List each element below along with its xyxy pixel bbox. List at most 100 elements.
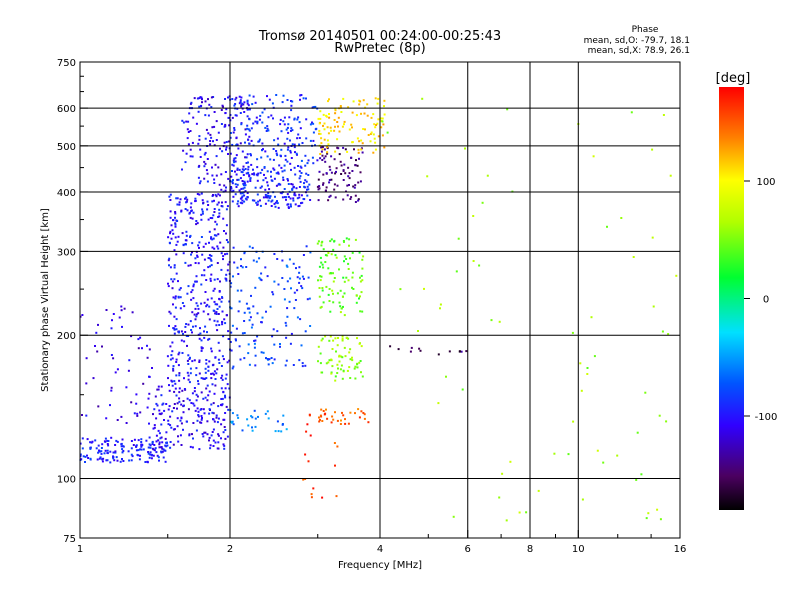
data-point bbox=[209, 258, 212, 261]
data-point bbox=[197, 110, 200, 113]
data-point bbox=[135, 445, 138, 448]
data-point bbox=[358, 103, 361, 106]
x-tick-label: 8 bbox=[527, 544, 533, 555]
data-point bbox=[334, 379, 337, 382]
data-point bbox=[137, 449, 140, 452]
data-point bbox=[272, 328, 275, 331]
data-point bbox=[121, 448, 124, 451]
data-point bbox=[196, 254, 199, 257]
data-point bbox=[328, 116, 331, 119]
data-point bbox=[353, 148, 355, 151]
data-point bbox=[172, 327, 175, 330]
data-point bbox=[211, 246, 214, 249]
data-point bbox=[214, 163, 217, 166]
data-point bbox=[361, 375, 364, 378]
data-point bbox=[218, 183, 221, 186]
data-point bbox=[278, 164, 281, 167]
data-point bbox=[347, 106, 350, 109]
data-point bbox=[307, 174, 310, 176]
data-point bbox=[175, 361, 178, 363]
data-point bbox=[112, 313, 115, 315]
data-point bbox=[279, 345, 281, 348]
data-point bbox=[307, 460, 310, 463]
data-point bbox=[267, 363, 270, 366]
data-point bbox=[207, 257, 210, 259]
data-point bbox=[220, 423, 223, 426]
data-point bbox=[199, 408, 202, 411]
data-point bbox=[659, 518, 662, 521]
data-point bbox=[246, 115, 249, 118]
data-point bbox=[172, 407, 175, 409]
data-point bbox=[194, 409, 197, 412]
data-point bbox=[326, 146, 329, 149]
data-point bbox=[171, 410, 174, 413]
data-point bbox=[356, 164, 359, 167]
data-point bbox=[285, 324, 288, 327]
data-point bbox=[217, 233, 220, 236]
data-point bbox=[318, 170, 321, 173]
data-point bbox=[289, 149, 292, 152]
data-point bbox=[283, 116, 286, 119]
data-point bbox=[331, 348, 334, 350]
data-point bbox=[217, 358, 220, 361]
data-point bbox=[237, 205, 240, 208]
data-point bbox=[225, 148, 227, 151]
data-point bbox=[224, 377, 227, 380]
data-point bbox=[192, 422, 195, 424]
data-point bbox=[122, 450, 125, 452]
data-point bbox=[174, 325, 177, 328]
data-point bbox=[256, 158, 259, 161]
data-point bbox=[154, 395, 157, 398]
data-point bbox=[86, 454, 88, 457]
data-point bbox=[104, 449, 107, 452]
data-point bbox=[380, 126, 383, 129]
data-point bbox=[327, 252, 330, 254]
data-point bbox=[472, 260, 475, 262]
data-point bbox=[281, 259, 284, 262]
data-point bbox=[148, 422, 150, 425]
data-point bbox=[399, 288, 402, 291]
data-point bbox=[330, 371, 333, 374]
data-point bbox=[234, 338, 237, 341]
data-point bbox=[193, 387, 196, 389]
data-point bbox=[243, 111, 246, 113]
data-point bbox=[317, 178, 320, 181]
data-point bbox=[266, 170, 269, 173]
data-point bbox=[171, 341, 174, 344]
data-point bbox=[167, 419, 170, 422]
data-point bbox=[191, 331, 193, 334]
data-point bbox=[318, 185, 321, 188]
data-point bbox=[457, 237, 460, 240]
data-point bbox=[209, 279, 212, 282]
data-point bbox=[336, 363, 339, 366]
data-point bbox=[377, 135, 380, 138]
data-point bbox=[206, 331, 208, 334]
data-point bbox=[254, 120, 257, 123]
data-point bbox=[211, 200, 214, 203]
data-point bbox=[242, 103, 245, 106]
data-point bbox=[189, 445, 192, 448]
data-point bbox=[354, 184, 357, 187]
data-point bbox=[203, 274, 206, 277]
data-point bbox=[187, 408, 190, 411]
data-point bbox=[156, 388, 159, 391]
data-point bbox=[210, 350, 213, 353]
data-point bbox=[158, 446, 161, 449]
data-point bbox=[169, 424, 172, 427]
data-point bbox=[121, 438, 124, 441]
data-point bbox=[321, 337, 324, 340]
data-point bbox=[212, 412, 215, 415]
data-point bbox=[328, 181, 331, 184]
data-point bbox=[200, 421, 203, 424]
data-point bbox=[188, 358, 191, 360]
data-point bbox=[227, 140, 230, 143]
data-point bbox=[293, 166, 296, 169]
data-point bbox=[321, 146, 324, 148]
data-point bbox=[273, 253, 276, 255]
data-point bbox=[235, 186, 238, 188]
data-point bbox=[319, 256, 322, 259]
data-point bbox=[273, 177, 276, 180]
data-point bbox=[212, 363, 215, 366]
data-point bbox=[230, 187, 233, 190]
data-point bbox=[222, 358, 225, 361]
